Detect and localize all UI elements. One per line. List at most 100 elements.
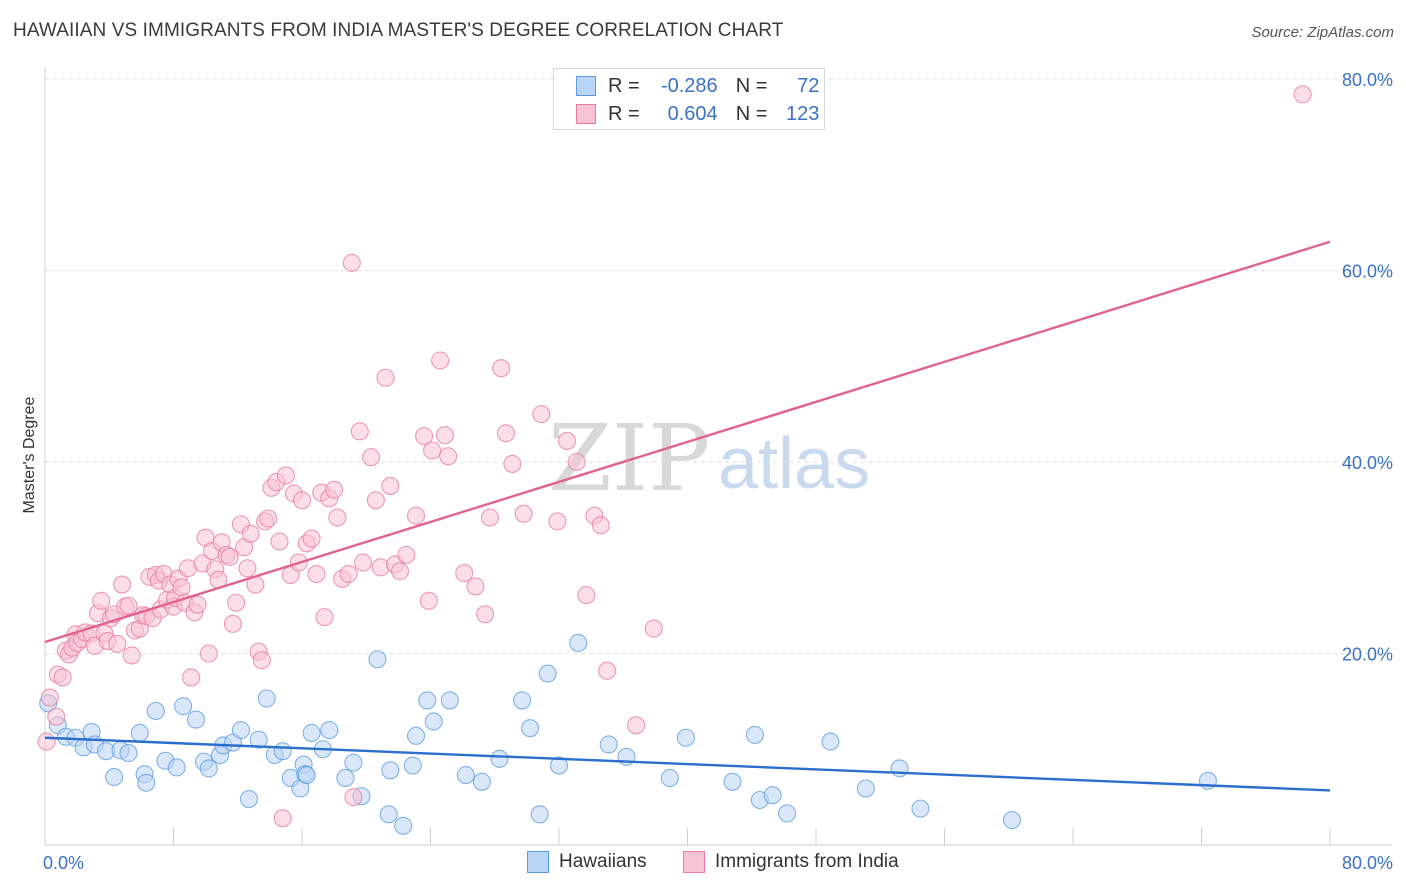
data-point [137,773,156,792]
tick-labels: 20.0% 40.0% 60.0% 80.0% 0.0% 80.0% [43,70,1393,873]
data-point [113,575,132,594]
axes [44,67,1392,846]
data-point [381,761,400,780]
data-point [403,756,422,775]
data-point [778,804,797,823]
series-hawaiians [39,633,1217,835]
india-legend-label: Immigrants from India [715,851,899,872]
trend-lines [44,240,1331,792]
data-point [431,351,450,370]
data-point [368,650,387,669]
watermark: ZIP atlas [548,405,870,512]
data-point [423,441,442,460]
data-point [302,529,321,548]
data-point [199,644,218,663]
data-point [503,454,522,473]
data-point [328,508,347,527]
data-point [440,691,459,710]
data-point [890,759,909,778]
n-value: 123 [786,102,820,125]
stats-row-india: R = 0.604 N = 123 [576,102,819,126]
data-point [394,816,413,835]
data-point [238,559,257,578]
data-point [342,253,361,272]
data-point [292,491,312,510]
data-point [199,759,218,778]
data-point [532,405,551,424]
data-point [344,753,363,772]
data-point [167,758,186,777]
chart-title: HAWAIIAN VS IMMIGRANTS FROM INDIA MASTER… [13,20,784,41]
data-point [40,688,59,707]
stats-legend: R = -0.286 N = 72 R = 0.604 N = 123 [553,68,825,130]
data-point [188,595,207,614]
data-point [415,427,434,446]
data-point [47,707,66,726]
data-point [252,651,271,670]
data-point [270,532,289,551]
data-point [439,447,458,466]
data-point [376,368,395,387]
data-point [366,491,385,510]
x-tick-label: 80.0% [1342,853,1393,873]
watermark-atlas: atlas [718,424,870,504]
data-point [108,634,127,653]
r-label: R = [608,74,640,97]
data-point [37,732,56,751]
data-point [315,608,334,627]
r-label: R = [608,102,640,125]
data-point [406,506,426,525]
data-point [676,728,695,747]
data-point [259,509,278,528]
data-point [231,721,251,740]
data-point [227,593,246,612]
data-point [644,619,663,638]
stats-row-hawaiians: R = -0.286 N = 72 [576,74,819,98]
data-point [249,730,268,749]
data-point [320,721,339,740]
data-point [569,633,588,653]
india-legend-swatch [683,851,705,873]
hawaiians-legend-label: Hawaiians [559,851,647,872]
legend-item-hawaiians: Hawaiians [527,851,647,873]
data-point [521,719,540,738]
data-point [297,766,316,785]
data-point [476,605,495,624]
data-point [419,591,438,610]
y-tick-label: 80.0% [1342,70,1393,90]
n-value: 72 [797,74,820,97]
data-point [598,661,617,680]
data-point [122,646,141,665]
data-point [223,614,242,633]
data-point [911,799,930,818]
data-point [239,789,259,809]
data-point [406,726,426,745]
trend-line [44,736,1331,792]
data-point [418,691,437,710]
data-point [424,712,443,731]
data-point [492,359,511,378]
data-point [466,577,485,596]
data-point [353,553,373,572]
data-point [549,756,569,775]
data-point [1293,85,1312,104]
hawaiians-swatch [576,76,596,96]
data-point [856,779,875,798]
data-point [763,786,782,805]
x-tick-label: 0.0% [43,853,84,873]
data-point [302,723,321,743]
data-point [627,716,646,735]
data-point [514,504,533,523]
data-point [513,691,532,710]
data-point [435,426,455,445]
data-point [350,422,369,441]
data-point [591,516,610,535]
data-point [105,767,124,787]
data-point [1002,811,1022,830]
data-point [538,664,557,683]
data-point [325,480,344,499]
data-point [53,668,72,687]
data-point [130,723,149,743]
n-label: N = [735,74,768,97]
